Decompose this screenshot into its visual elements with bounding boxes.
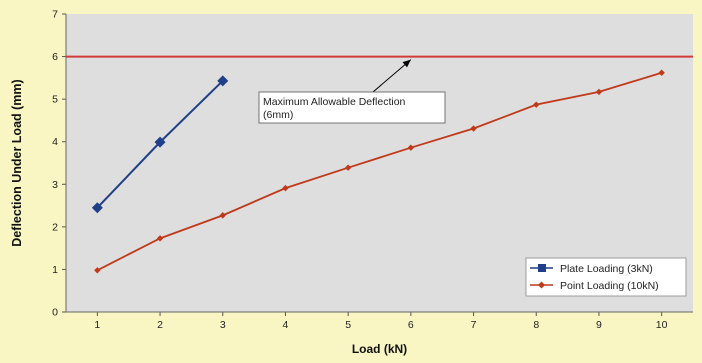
x-tick-label: 5 bbox=[345, 319, 351, 331]
series-group bbox=[91, 69, 665, 274]
annotation-arrow bbox=[372, 59, 412, 93]
legend-marker-point-loading bbox=[538, 281, 545, 289]
x-tick-label: 6 bbox=[408, 319, 414, 331]
data-point bbox=[533, 101, 540, 108]
data-point bbox=[344, 164, 352, 171]
x-tick-label: 4 bbox=[283, 319, 289, 331]
series-line-1 bbox=[96, 71, 662, 272]
y-axis-title: Deflection Under Load (mm) bbox=[10, 79, 24, 246]
x-tick-label: 1 bbox=[94, 319, 100, 331]
data-point bbox=[282, 184, 289, 192]
annotation-group: Maximum Allowable Deflection (6mm) bbox=[258, 59, 446, 124]
y-tick-label: 4 bbox=[52, 136, 58, 148]
legend-label-plate-loading: Plate Loading (3kN) bbox=[560, 263, 653, 275]
annotation-text-line2: (6mm) bbox=[263, 109, 293, 121]
y-tick-label: 5 bbox=[52, 94, 58, 106]
axis-ticks: 0 1 2 3 4 5 6 7 1 2 3 4 5 6 7 8 9 10 bbox=[52, 9, 693, 331]
data-point bbox=[156, 235, 164, 242]
data-point bbox=[154, 136, 166, 148]
x-tick-label: 8 bbox=[533, 319, 539, 331]
x-axis-title: Load (kN) bbox=[352, 342, 407, 356]
y-tick-label: 7 bbox=[52, 9, 58, 21]
x-tick-label: 3 bbox=[220, 319, 226, 331]
legend-marker-plate-loading bbox=[538, 264, 546, 272]
annotation-arrowhead bbox=[402, 59, 411, 68]
legend: Plate Loading (3kN) Point Loading (10kN) bbox=[525, 257, 687, 297]
y-tick-label: 6 bbox=[52, 51, 58, 63]
data-point bbox=[217, 75, 229, 87]
data-point bbox=[219, 212, 226, 219]
y-tick-label: 1 bbox=[52, 264, 58, 276]
y-tick-label: 0 bbox=[52, 307, 58, 319]
data-point bbox=[94, 267, 101, 274]
data-point bbox=[595, 88, 603, 96]
annotation-box bbox=[258, 91, 446, 124]
x-tick-label: 7 bbox=[471, 319, 477, 331]
data-point bbox=[470, 125, 477, 132]
x-tick-label: 10 bbox=[656, 319, 668, 331]
x-tick-label: 2 bbox=[157, 319, 163, 331]
data-point bbox=[407, 144, 415, 151]
data-point bbox=[658, 69, 665, 76]
legend-label-point-loading: Point Loading (10kN) bbox=[560, 280, 659, 292]
legend-box bbox=[525, 257, 687, 297]
y-tick-label: 3 bbox=[52, 179, 58, 191]
annotation-text-line1: Maximum Allowable Deflection bbox=[263, 96, 406, 108]
y-tick-label: 2 bbox=[52, 221, 58, 233]
data-point bbox=[91, 202, 103, 214]
x-tick-label: 9 bbox=[596, 319, 602, 331]
